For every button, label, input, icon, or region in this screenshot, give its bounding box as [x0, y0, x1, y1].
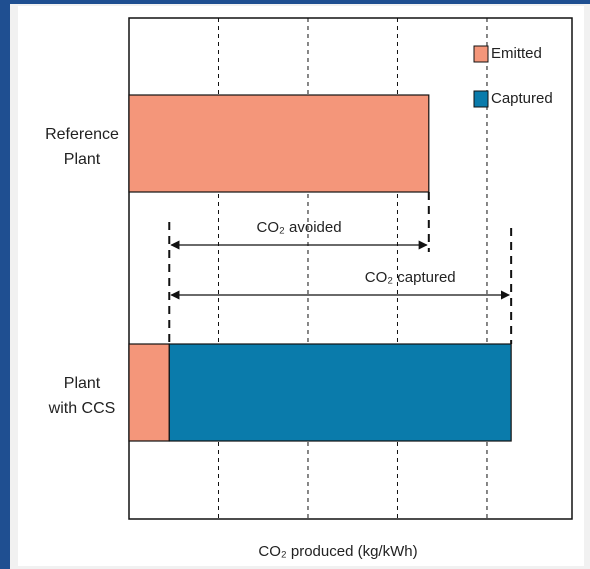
- x-axis-label: CO₂ produced (kg/kWh): [258, 543, 417, 560]
- legend-swatch: [473, 90, 489, 108]
- annotation: CO₂ captured: [365, 269, 456, 286]
- left-border: [0, 0, 10, 569]
- category-label: Reference Plant: [45, 126, 119, 168]
- legend-swatch: [473, 45, 489, 63]
- bar-segment: [168, 343, 512, 442]
- plot-area: [128, 17, 573, 520]
- bar-segment: [128, 94, 430, 193]
- bar-segment: [128, 343, 170, 442]
- top-border: [0, 0, 590, 4]
- legend-label: Emitted: [491, 45, 542, 62]
- annotation: CO₂ avoided: [257, 219, 342, 236]
- legend-label: Captured: [491, 90, 553, 107]
- category-label: Plant with CCS: [48, 375, 116, 417]
